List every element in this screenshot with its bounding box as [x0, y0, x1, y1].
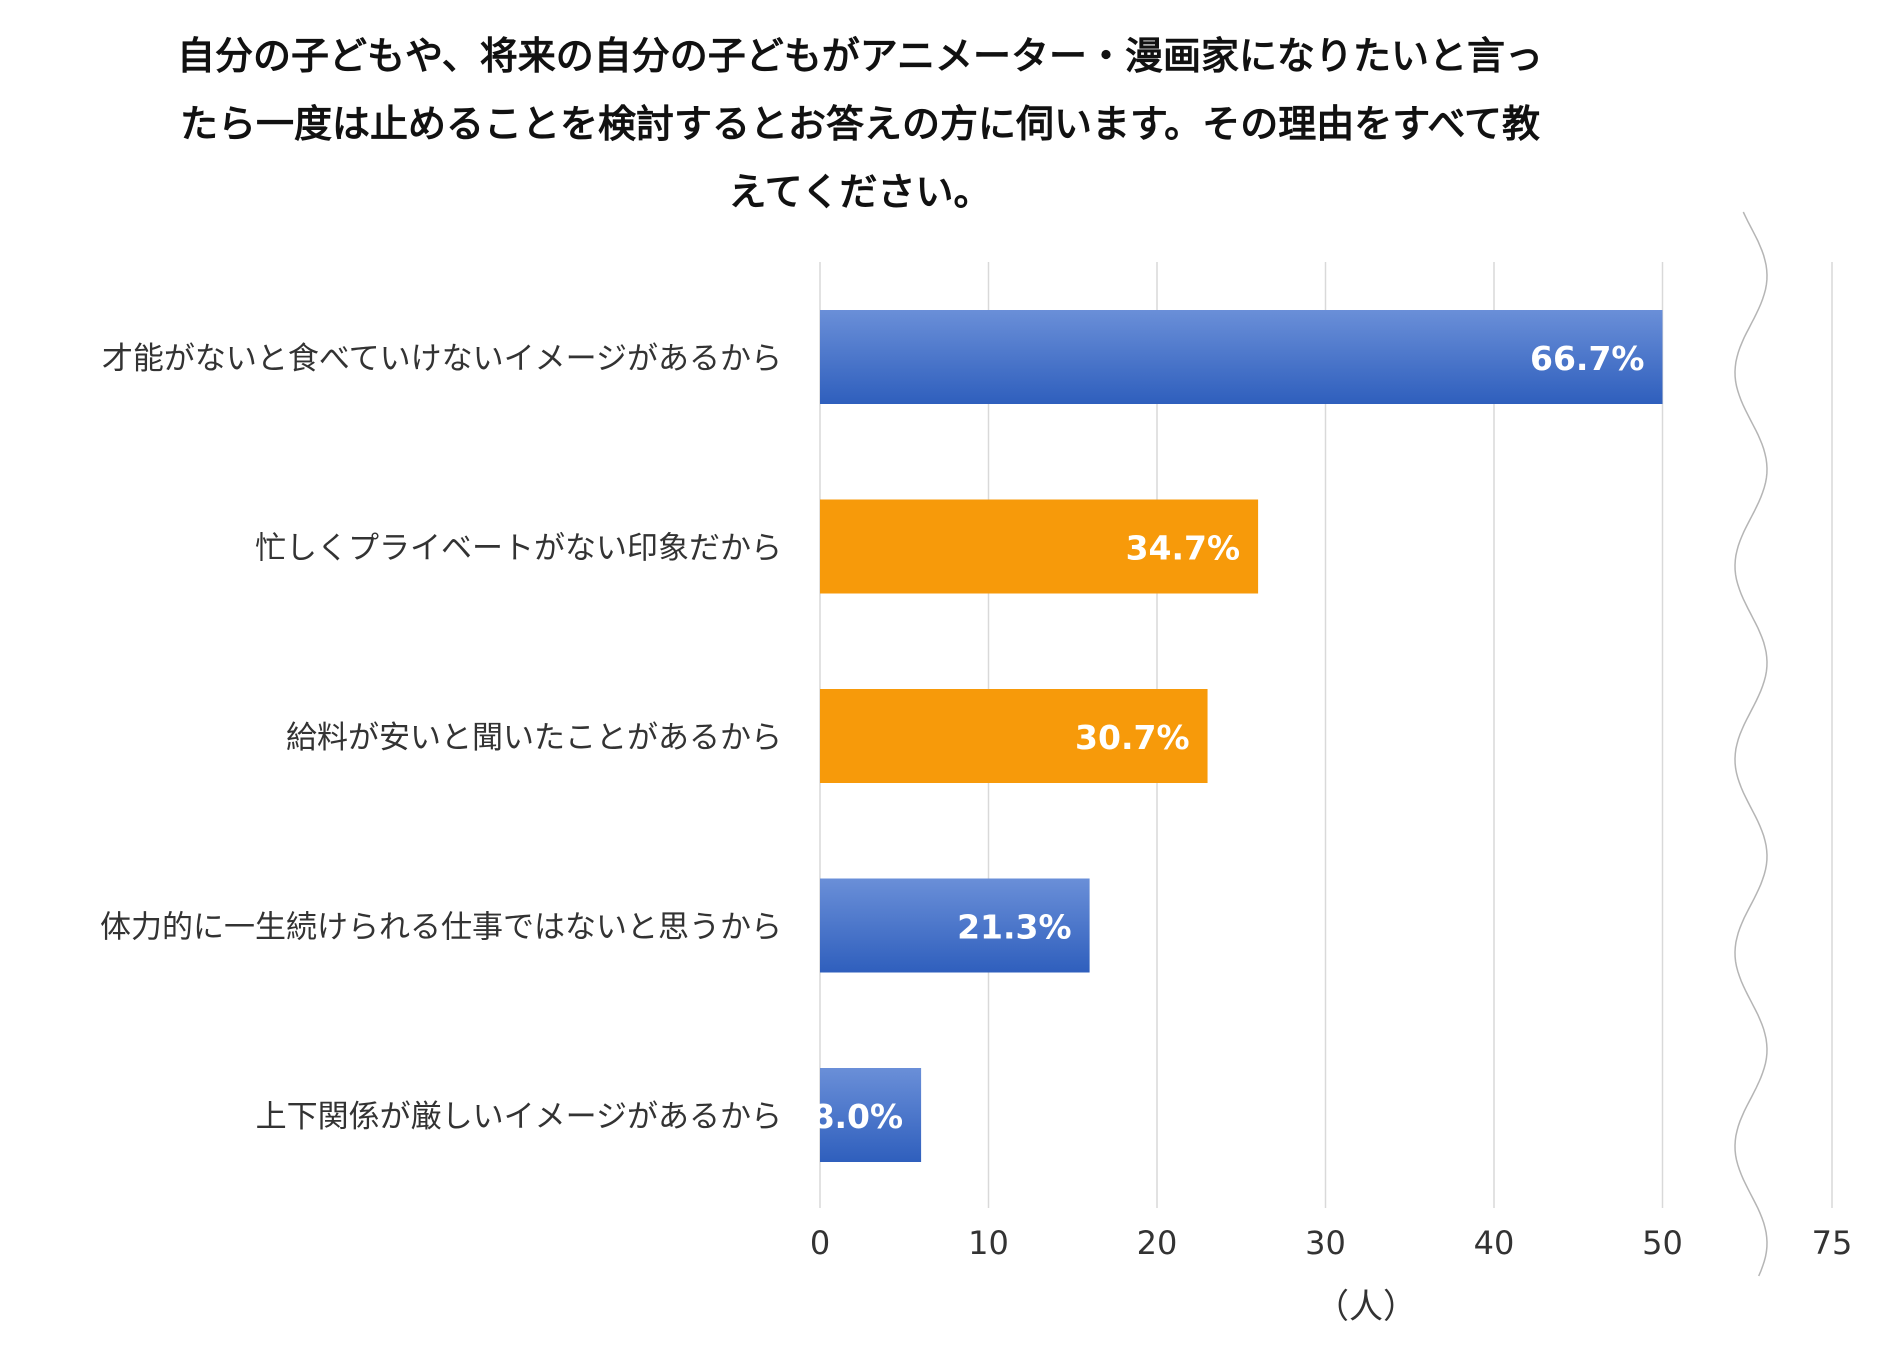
x-tick-label: 30: [1305, 1224, 1346, 1262]
bar: [820, 689, 1208, 783]
bar: [820, 310, 1663, 404]
x-tick-label: 0: [810, 1224, 830, 1262]
bar: [820, 878, 1090, 973]
chart-title-line-1: 自分の子どもや、将来の自分の子どもがアニメーター・漫画家になりたいと言っ: [176, 34, 1544, 78]
data-label: 66.7%: [1530, 339, 1645, 378]
axis-break-line: [1734, 211, 1768, 1277]
x-tick-label: 20: [1137, 1224, 1178, 1262]
data-label: 30.7%: [1075, 718, 1190, 757]
chart-title: 自分の子どもや、将来の自分の子どもがアニメーター・漫画家になりたいと言っ たら一…: [150, 22, 1570, 226]
category-label: 上下関係が厳しいイメージがあるから: [256, 1099, 782, 1135]
x-axis-title: （人）: [1315, 1287, 1417, 1327]
chart-title-line-2: たら一度は止めることを検討するとお答えの方に伺います。その理由をすべて教: [179, 102, 1541, 146]
x-tick-label: 75: [1812, 1224, 1853, 1262]
x-tick-label: 10: [968, 1224, 1009, 1262]
x-tick-label: 40: [1474, 1224, 1515, 1262]
data-label: 8.0%: [812, 1097, 904, 1136]
bar: [820, 1068, 922, 1162]
category-label: 給料が安いと聞いたことがあるから: [286, 720, 782, 756]
category-label: 才能がないと食べていけないイメージがあるから: [102, 341, 782, 377]
x-tick-label: 50: [1642, 1224, 1683, 1262]
bar: [820, 499, 1259, 594]
category-label: 忙しくプライベートがない印象だから: [255, 531, 782, 567]
data-label: 21.3%: [957, 908, 1072, 947]
category-label: 体力的に一生続けられる仕事ではないと思うから: [100, 910, 782, 946]
data-label: 34.7%: [1126, 529, 1241, 568]
chart-title-line-3: えてください。: [728, 170, 992, 214]
